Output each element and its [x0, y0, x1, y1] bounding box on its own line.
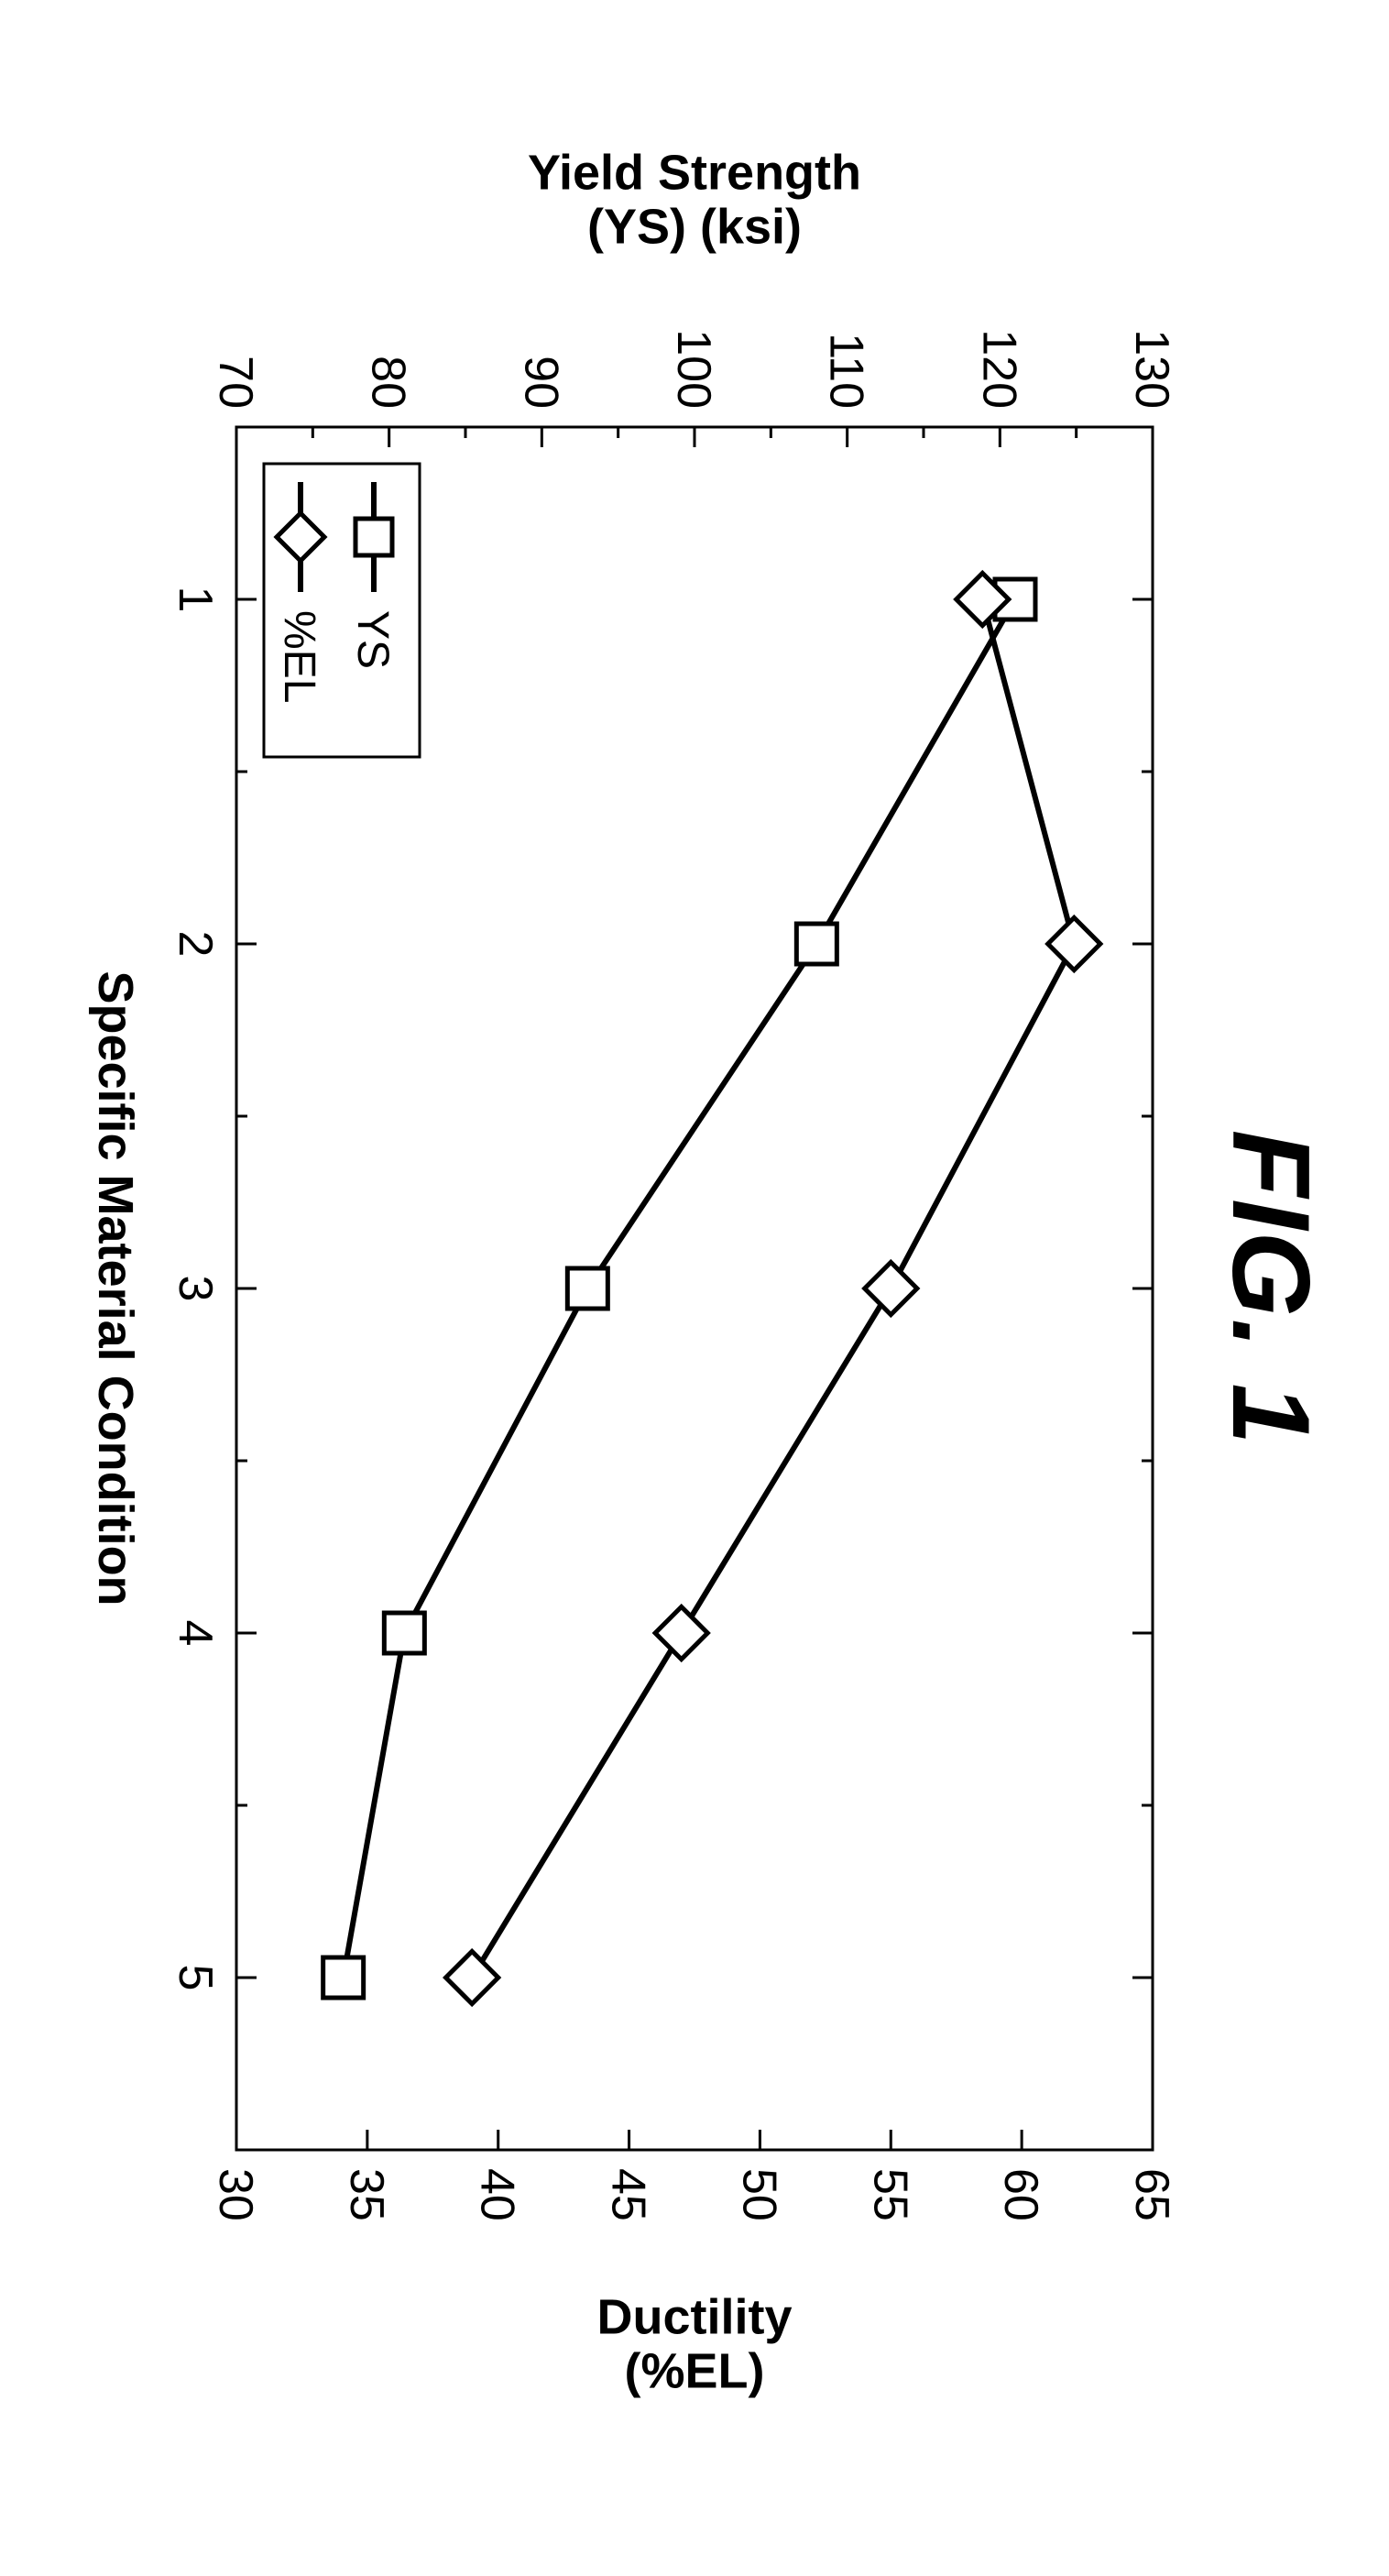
svg-text:30: 30 [209, 2168, 262, 2221]
svg-text:120: 120 [972, 329, 1025, 409]
svg-text:70: 70 [209, 356, 262, 409]
svg-text:Specific Material Condition: Specific Material Condition [88, 970, 143, 1606]
svg-text:130: 130 [1125, 329, 1178, 409]
svg-text:35: 35 [340, 2168, 393, 2221]
svg-text:90: 90 [514, 356, 567, 409]
page: FIG. 1 123457080901001101201303035404550… [0, 0, 1389, 2576]
svg-text:110: 110 [820, 333, 873, 409]
svg-text:50: 50 [732, 2168, 785, 2221]
figure-title: FIG. 1 [1208, 0, 1334, 2576]
svg-text:2: 2 [169, 930, 222, 957]
svg-text:65: 65 [1125, 2168, 1178, 2221]
chart-svg: 123457080901001101201303035404550556065S… [44, 97, 1189, 2480]
svg-text:YS: YS [348, 610, 397, 669]
svg-text:Ductility: Ductility [596, 2289, 792, 2344]
svg-text:(%EL): (%EL) [625, 2343, 765, 2398]
svg-text:60: 60 [994, 2168, 1047, 2221]
svg-text:Yield Strength: Yield Strength [528, 145, 861, 200]
svg-text:4: 4 [169, 1619, 222, 1646]
svg-text:100: 100 [667, 329, 720, 409]
svg-text:(YS) (ksi): (YS) (ksi) [587, 199, 802, 254]
svg-text:1: 1 [169, 586, 222, 612]
svg-text:80: 80 [362, 356, 415, 409]
svg-text:3: 3 [169, 1275, 222, 1301]
svg-text:%EL: %EL [275, 610, 323, 703]
rotated-chart-container: FIG. 1 123457080901001101201303035404550… [0, 0, 1389, 2576]
svg-text:5: 5 [169, 1964, 222, 1990]
svg-text:45: 45 [602, 2168, 655, 2221]
svg-text:40: 40 [471, 2168, 524, 2221]
svg-text:55: 55 [863, 2168, 916, 2221]
